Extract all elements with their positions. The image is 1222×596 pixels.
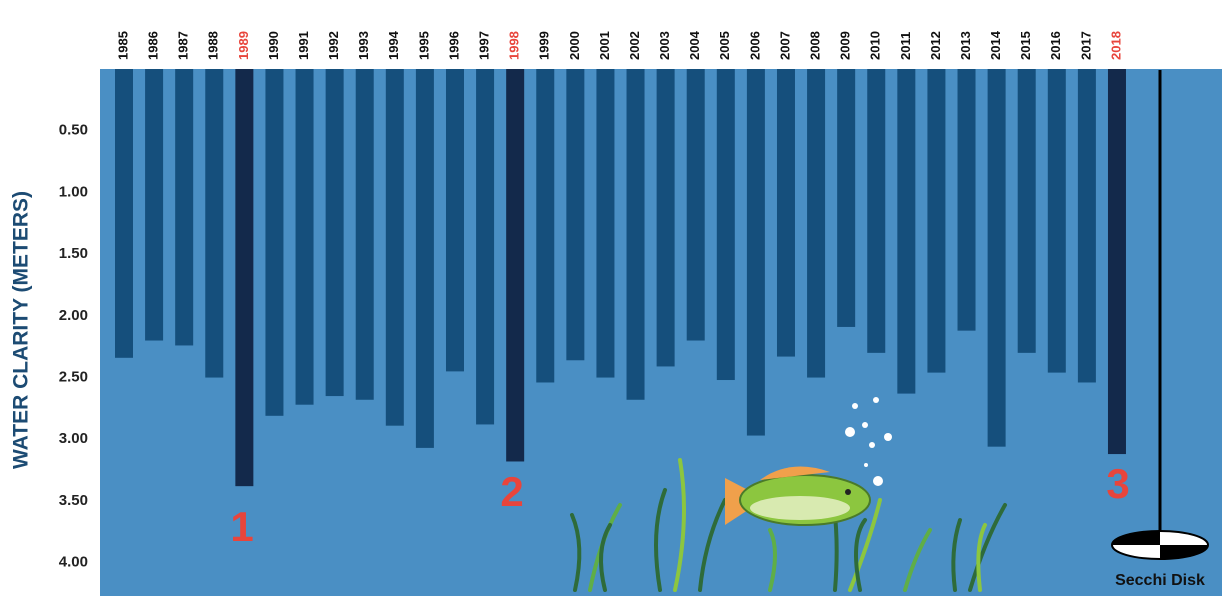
x-tick-label: 1996	[446, 31, 461, 60]
bar	[717, 69, 735, 380]
bar	[958, 69, 976, 331]
y-tick-label: 2.50	[59, 369, 88, 386]
bar	[596, 69, 614, 378]
bar	[476, 69, 494, 424]
bar	[807, 69, 825, 378]
bar	[416, 69, 434, 448]
bar	[837, 69, 855, 327]
x-tick-label: 1999	[537, 31, 552, 60]
x-tick-label: 2009	[838, 31, 853, 60]
y-tick-label: 2.00	[59, 307, 88, 324]
bar	[205, 69, 223, 378]
y-tick-label: 3.50	[59, 492, 88, 509]
bar	[566, 69, 584, 360]
bar	[446, 69, 464, 371]
x-tick-label: 1990	[266, 31, 281, 60]
y-tick-label: 1.00	[59, 183, 88, 200]
x-tick-label: 2014	[988, 30, 1003, 60]
bar	[326, 69, 344, 396]
x-tick-label: 2007	[777, 31, 792, 60]
x-tick-label: 2011	[898, 32, 913, 60]
bar	[988, 69, 1006, 447]
bar	[687, 69, 705, 341]
x-tick-label: 2006	[747, 31, 762, 60]
x-tick-label: 1987	[176, 31, 191, 60]
y-tick-label: 3.00	[59, 430, 88, 447]
annotation: 1	[230, 503, 253, 550]
bar	[235, 69, 253, 486]
x-tick-label: 2003	[657, 31, 672, 60]
x-tick-label: 1985	[115, 31, 130, 60]
bar	[867, 69, 885, 353]
x-tick-label: 2018	[1108, 31, 1123, 60]
bar	[897, 69, 915, 394]
bar	[265, 69, 283, 416]
bar	[386, 69, 404, 426]
bar	[747, 69, 765, 436]
x-tick-label: 2015	[1018, 31, 1033, 60]
x-tick-label: 2002	[627, 31, 642, 60]
x-tick-label: 1998	[507, 31, 522, 60]
bar	[1078, 69, 1096, 382]
x-tick-label: 2005	[717, 31, 732, 60]
bar	[777, 69, 795, 357]
bar	[627, 69, 645, 400]
bar	[657, 69, 675, 366]
x-tick-label: 2016	[1048, 31, 1063, 60]
x-tick-label: 2010	[868, 31, 883, 60]
bar	[536, 69, 554, 382]
x-tick-label: 2008	[808, 31, 823, 60]
x-tick-label: 2004	[687, 30, 702, 60]
page: WATER CLARITY (METERS) 1 2 3 Secchi Disk…	[0, 0, 1222, 596]
y-tick-label: 0.50	[59, 122, 88, 139]
annotation: 3	[1106, 460, 1129, 507]
x-tick-label: 1988	[206, 31, 221, 60]
x-tick-label: 2017	[1078, 31, 1093, 60]
x-tick-label: 2013	[958, 31, 973, 60]
annotation: Secchi Disk	[1115, 572, 1205, 589]
y-axis-label: WATER CLARITY (METERS)	[10, 191, 33, 469]
bar	[175, 69, 193, 345]
bar	[1018, 69, 1036, 353]
bar	[927, 69, 945, 373]
x-tick-label: 1995	[416, 31, 431, 60]
x-tick-label: 1989	[236, 31, 251, 60]
bar	[296, 69, 314, 405]
y-tick-label: 1.50	[59, 245, 88, 262]
y-tick-label: 4.00	[59, 554, 88, 571]
x-tick-label: 1997	[477, 31, 492, 60]
x-tick-label: 1986	[146, 31, 161, 60]
bar	[115, 69, 133, 358]
x-tick-label: 1994	[386, 30, 401, 60]
x-tick-label: 2012	[928, 31, 943, 60]
bar	[356, 69, 374, 400]
annotation: 2	[500, 468, 523, 515]
x-tick-label: 1993	[356, 31, 371, 60]
chart: WATER CLARITY (METERS) 1 2 3 Secchi Disk…	[0, 0, 1222, 596]
bar	[1108, 69, 1126, 454]
x-tick-label: 2000	[567, 31, 582, 60]
bar	[506, 69, 524, 461]
bar	[145, 69, 163, 341]
x-tick-label: 1991	[296, 31, 311, 60]
bar	[1048, 69, 1066, 373]
x-tick-label: 2001	[597, 31, 612, 60]
x-tick-label: 1992	[326, 31, 341, 60]
